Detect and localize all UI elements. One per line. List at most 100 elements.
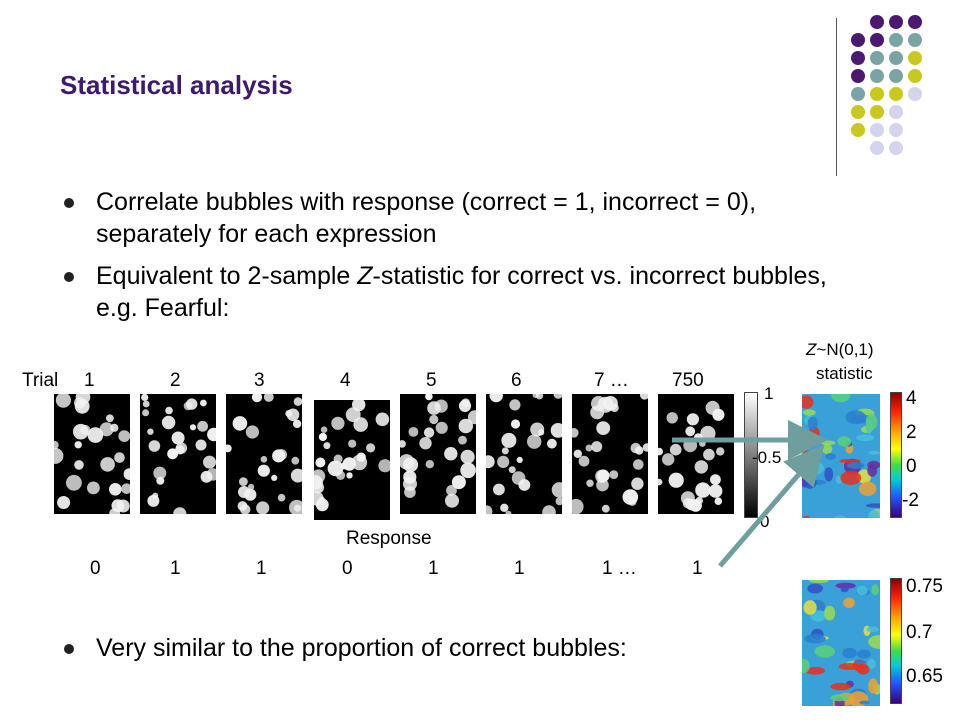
bubble xyxy=(527,434,542,449)
bubble xyxy=(516,456,523,463)
bubble xyxy=(142,400,150,408)
response-to-z-arrow xyxy=(718,444,825,568)
bubble xyxy=(686,413,699,426)
bubble xyxy=(669,443,682,456)
bubble xyxy=(630,442,641,454)
bubble xyxy=(375,412,390,427)
heat-blob xyxy=(856,585,868,596)
bubble xyxy=(486,455,495,469)
bubble xyxy=(595,469,609,483)
bubble xyxy=(271,474,278,481)
bubble xyxy=(518,479,531,491)
bubble xyxy=(118,430,130,442)
heat-blob xyxy=(814,645,835,658)
bullet-text-1: Correlate bubbles with response (correct… xyxy=(96,188,757,248)
bubble xyxy=(685,426,696,437)
bubble xyxy=(703,448,715,461)
trial-number: 5 xyxy=(426,370,437,391)
decorative-dot xyxy=(870,33,884,47)
bullet-item-2: Equivalent to 2-sample Z-statistic for c… xyxy=(60,260,860,324)
bubble xyxy=(573,449,582,458)
bubble xyxy=(100,457,115,472)
bubble xyxy=(451,475,466,490)
bubble xyxy=(87,481,100,495)
heat-blob xyxy=(868,510,880,518)
bubble xyxy=(378,459,390,473)
bubble xyxy=(239,477,248,486)
heat-blob xyxy=(867,658,876,669)
trial-number: 2 xyxy=(170,370,181,391)
z-tick: 2 xyxy=(906,422,917,443)
bubble xyxy=(290,468,302,483)
bubble xyxy=(460,462,476,479)
decorative-dot xyxy=(851,69,865,83)
bubble xyxy=(54,440,59,450)
bubble xyxy=(434,399,448,413)
bubble xyxy=(446,485,457,496)
decorative-dot xyxy=(870,141,884,155)
response-value: 1 xyxy=(256,558,267,579)
bubble xyxy=(226,444,232,453)
bubble xyxy=(240,504,251,514)
bubble xyxy=(161,415,176,430)
decorative-dot xyxy=(889,123,903,137)
bullet-text-3: Very similar to the proportion of correc… xyxy=(96,634,627,662)
bubble xyxy=(167,448,178,460)
bubble xyxy=(121,483,130,494)
bubble xyxy=(153,466,167,480)
bubble xyxy=(74,441,82,449)
slide-title: Statistical analysis xyxy=(60,70,293,100)
heat-blob xyxy=(854,660,866,665)
bubble xyxy=(460,449,475,464)
gray-tick: -0.5 xyxy=(752,448,782,467)
bubble xyxy=(315,457,326,468)
decorative-dot xyxy=(889,105,903,119)
bubble xyxy=(628,497,637,506)
proportion-correct-heatmap xyxy=(802,580,880,706)
bubble xyxy=(189,424,197,431)
divider-line xyxy=(836,18,837,176)
bubble xyxy=(206,468,216,481)
bubble xyxy=(429,414,439,425)
bubble xyxy=(712,408,725,421)
bubble xyxy=(114,452,125,463)
bubble-mask-image xyxy=(486,394,562,514)
bubble xyxy=(186,398,198,410)
bubble xyxy=(716,447,725,456)
z-colorbar xyxy=(890,392,902,518)
bubble xyxy=(596,421,611,435)
bubble xyxy=(55,394,71,408)
bubble xyxy=(142,409,150,417)
z-statistic-heatmap xyxy=(802,394,880,518)
bubble xyxy=(633,459,644,470)
bubble xyxy=(314,469,326,483)
bubble xyxy=(505,510,512,514)
bubble xyxy=(200,399,207,407)
trial-number: 6 xyxy=(511,370,522,391)
decorative-dot-grid xyxy=(851,15,922,155)
bubble xyxy=(323,442,331,450)
bubble xyxy=(662,453,675,466)
bubble xyxy=(291,456,300,465)
response-value: 1 xyxy=(170,558,181,579)
bubble xyxy=(555,497,562,506)
bubble xyxy=(109,483,122,496)
bubble xyxy=(444,447,458,461)
trial-number: 4 xyxy=(340,370,351,391)
heat-blob xyxy=(807,583,824,594)
heat-blob xyxy=(865,503,880,508)
heat-blob xyxy=(830,682,851,691)
bubble xyxy=(689,499,702,512)
bubble xyxy=(106,414,114,423)
grayscale-colorbar xyxy=(744,392,758,518)
bubble xyxy=(700,425,716,442)
response-value: 0 xyxy=(90,558,101,579)
decorative-dot xyxy=(889,69,903,83)
decorative-dot xyxy=(908,51,922,65)
bubble xyxy=(147,494,160,507)
bubble xyxy=(572,498,584,514)
decorative-dot xyxy=(889,33,903,47)
bubble xyxy=(175,442,188,454)
bullet-item-3: Very similar to the proportion of correc… xyxy=(60,632,856,664)
heat-blob xyxy=(802,658,810,674)
